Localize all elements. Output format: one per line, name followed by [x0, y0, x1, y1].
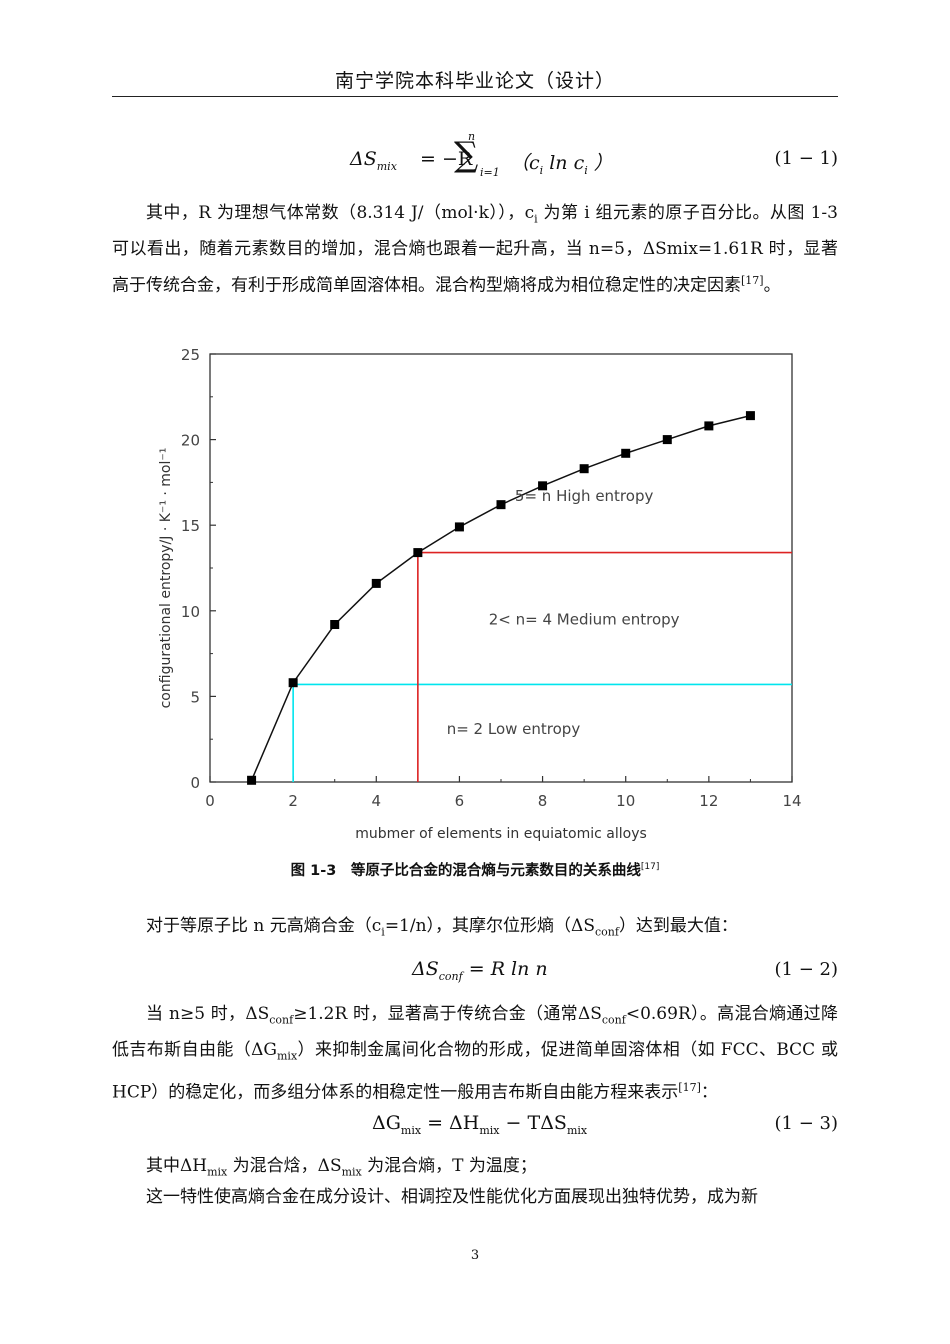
y-tick-label: 20 — [181, 432, 200, 450]
data-point — [371, 578, 381, 588]
sigma-icon: ∑ — [454, 135, 479, 175]
y-tick-label: 15 — [181, 517, 200, 535]
region-label: n= 2 Low entropy — [447, 720, 581, 738]
para2-text-b: =1/n），其摩尔位形熵（ΔS — [384, 916, 595, 936]
para1-sub: i — [534, 212, 538, 226]
para3-sub-c: mix — [277, 1049, 298, 1063]
para3-sub-a: conf — [269, 1013, 294, 1027]
para3-end: ： — [700, 1082, 718, 1103]
caption-citation: [17] — [640, 862, 660, 873]
para3-citation: [17] — [678, 1080, 701, 1094]
entropy-chart: 0 2 4 6 8 10 12 14 0 5 10 15 20 25 5= n High entropy 2<… — [158, 346, 802, 842]
para3-sub-b: conf — [601, 1013, 626, 1027]
para4-text-c: 为混合熵，T 为温度； — [361, 1156, 537, 1176]
eq1-sum-top: n — [468, 130, 476, 143]
eq1-post-sub: i — [539, 163, 544, 177]
data-point — [247, 775, 257, 785]
data-point — [496, 500, 506, 510]
data-point — [413, 548, 423, 558]
plot-frame — [209, 353, 793, 783]
region-label: 2< n= 4 Medium entropy — [489, 610, 680, 628]
para4-sub-b: mix — [341, 1165, 362, 1179]
page-header: 南宁学院本科毕业论文（设计） — [334, 70, 615, 92]
eq3-rhs1-sub: mix — [479, 1123, 500, 1137]
paragraph-4: 其中ΔHmix 为混合焓，ΔSmix 为混合熵，T 为温度； — [112, 1151, 838, 1187]
para1-text-a: 其中，R 为理想气体常数（8.314 J/（mol·k）），c — [146, 203, 535, 223]
para2-sub-b: conf — [594, 925, 619, 939]
para1-citation: [17] — [741, 274, 764, 288]
medium-boundary-line — [417, 551, 792, 782]
data-point — [579, 464, 589, 474]
data-point — [454, 522, 464, 532]
data-point — [621, 448, 631, 458]
para5-text: 这一特性使高熵合金在成分设计、相调控及性能优化方面展现出独特优势，成为新 — [146, 1187, 758, 1207]
x-tick-label: 0 — [205, 792, 215, 810]
para3-text-a: 当 n≥5 时，ΔS — [146, 1004, 270, 1024]
data-point — [538, 481, 548, 491]
x-tick-label: 14 — [782, 792, 801, 810]
eq3-rhs2: − TΔS — [499, 1112, 567, 1134]
para1-text-b: 为第 i 组元素的原子百分比。从图 1-3 可以看出，随着元素数目的增加，混合熵… — [112, 203, 838, 297]
paragraph-5: 这一特性使高熵合金在成分设计、相调控及性能优化方面展现出独特优势，成为新 — [112, 1182, 838, 1213]
paragraph-3: 当 n≥5 时，ΔSconf≥1.2R 时，显著高于传统合金（通常ΔSconf<… — [112, 999, 838, 1108]
equation-number-1-1: (1 − 1) — [774, 148, 838, 169]
equation-1-1: ΔSmix = −R n ∑ i=1 （ci ln ci ） — [350, 130, 670, 188]
para4-sub-a: mix — [207, 1165, 228, 1179]
para3-text-b: ≥1.2R 时，显著高于传统合金（通常ΔS — [293, 1004, 602, 1024]
eq3-rhs1: = ΔH — [421, 1112, 480, 1134]
eq1-post-mid: ln c — [543, 152, 585, 174]
y-tick-label: 0 — [190, 774, 200, 792]
y-tick-label: 5 — [190, 688, 200, 706]
eq3-lhs: ΔG — [372, 1112, 401, 1134]
y-tick-label: 25 — [181, 346, 200, 364]
equation-number-1-2: (1 − 2) — [774, 959, 838, 980]
region-label: 5= n High entropy — [515, 487, 654, 505]
page-number: 3 — [470, 1248, 480, 1263]
x-axis-label: mubmer of elements in equiatomic alloys — [355, 826, 647, 842]
caption-text: 图 1-3 等原子比合金的混合熵与元素数目的关系曲线 — [290, 863, 641, 879]
data-point — [330, 619, 340, 629]
x-tick-label: 4 — [372, 792, 382, 810]
eq2-rhs: = R ln n — [462, 958, 548, 980]
eq2-lhs-sub: conf — [438, 969, 463, 983]
x-tick-label: 10 — [616, 792, 635, 810]
eq1-post-end: ） — [587, 152, 613, 174]
para4-text-a: 其中ΔH — [146, 1156, 208, 1176]
equation-1-3: ΔGmix = ΔHmix − TΔSmix — [372, 1112, 587, 1137]
eq1-post-sub2: i — [584, 163, 588, 177]
para1-end: 。 — [763, 276, 781, 297]
data-point — [704, 421, 714, 431]
data-point — [288, 678, 298, 688]
para2-text-a: 对于等原子比 n 元高熵合金（c — [146, 916, 382, 936]
eq3-lhs-sub: mix — [400, 1123, 422, 1137]
x-tick-label: 8 — [538, 792, 548, 810]
data-point — [745, 411, 755, 421]
eq1-lhs-sub: mix — [376, 159, 397, 173]
para4-text-b: 为混合焓，ΔS — [227, 1156, 342, 1176]
data-point — [662, 435, 672, 445]
para2-text-c: ）达到最大值： — [618, 916, 738, 936]
para3-text-c: <0.69R）。高混合熵通过降低吉布斯自由能（ΔG — [112, 1004, 838, 1061]
paragraph-1: 其中，R 为理想气体常数（8.314 J/（mol·k）），ci 为第 i 组元… — [112, 198, 838, 302]
eq3-rhs2-sub: mix — [566, 1123, 588, 1137]
equation-number-1-3: (1 − 3) — [774, 1113, 838, 1134]
y-tick-label: 10 — [181, 603, 200, 621]
eq1-rhs-pre: = −R — [420, 148, 473, 170]
para2-sub-a: i — [381, 925, 385, 939]
x-tick-label: 12 — [699, 792, 718, 810]
x-tick-label: 6 — [455, 792, 465, 810]
eq1-lhs: ΔS — [350, 148, 377, 170]
equation-1-2: ΔSconf = R ln n — [412, 958, 548, 983]
x-tick-label: 2 — [288, 792, 298, 810]
paragraph-2: 对于等原子比 n 元高熵合金（ci=1/n），其摩尔位形熵（ΔSconf）达到最… — [112, 911, 838, 947]
eq2-lhs: ΔS — [412, 958, 439, 980]
eq1-post: （c — [510, 152, 540, 174]
header-rule — [112, 96, 838, 97]
eq1-sum-bottom: i=1 — [480, 166, 500, 179]
figure-caption: 图 1-3 等原子比合金的混合熵与元素数目的关系曲线[17] — [0, 859, 950, 880]
para3-text-d: ）来抑制金属间化合物的形成，促进简单固溶体相（如 FCC、BCC 或 HCP）的… — [112, 1040, 838, 1103]
y-axis-label: configurational entropy/J · K⁻¹ · mol⁻¹ — [158, 448, 174, 709]
